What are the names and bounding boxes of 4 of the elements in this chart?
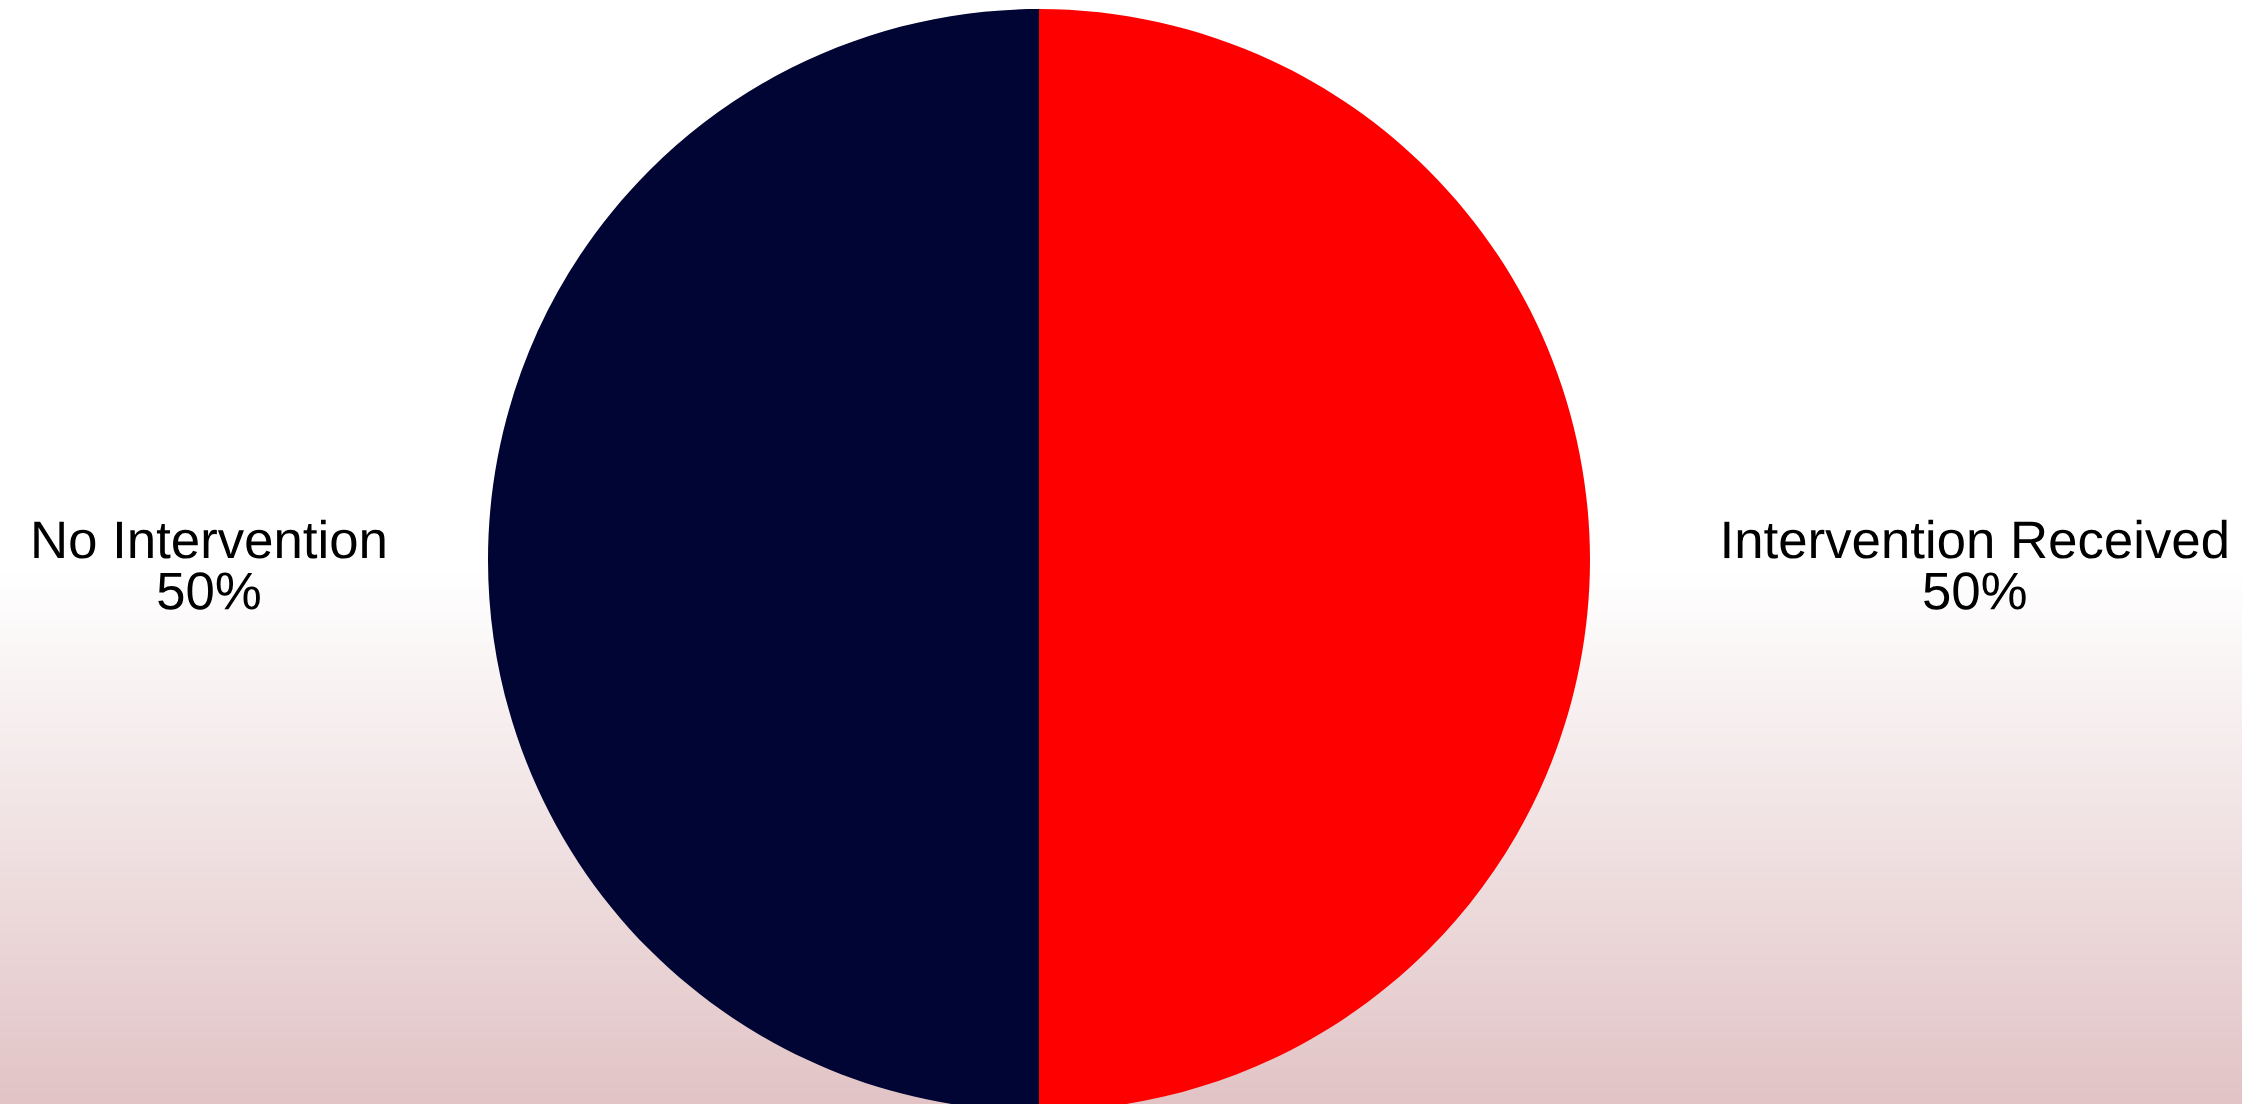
slice-label: Intervention Received xyxy=(1724,519,2227,559)
data-label: 50% xyxy=(158,572,260,610)
slice-label: No Intervention xyxy=(34,519,385,559)
data-label: 50% xyxy=(1924,572,2026,610)
